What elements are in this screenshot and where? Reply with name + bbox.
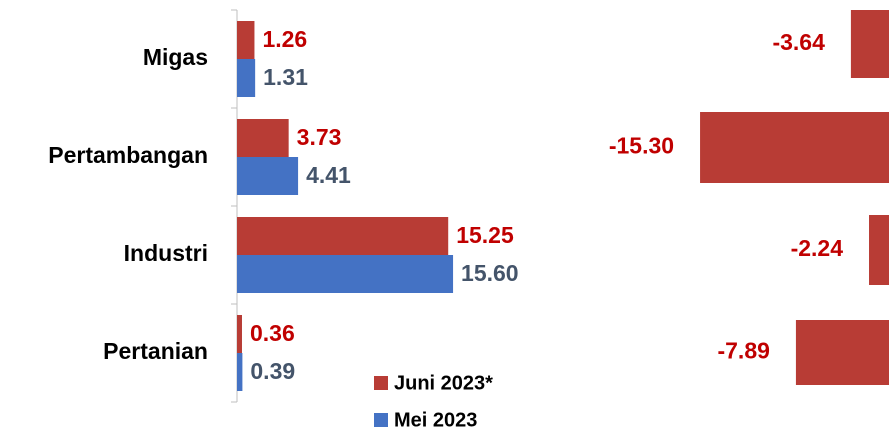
bar [237,315,242,353]
bar [237,217,449,255]
bar [237,119,289,157]
bar [795,320,889,385]
legend-swatch [374,413,388,427]
category-label: Pertanian [103,338,208,364]
data-label: 1.31 [263,64,308,90]
category-label: Migas [143,44,208,70]
data-label: -7.89 [717,338,769,364]
bar [700,112,889,183]
data-label: 1.26 [262,26,307,52]
bar [237,157,299,195]
legend-label: Juni 2023* [394,372,493,394]
data-label: 0.36 [250,320,295,346]
category-label: Industri [124,240,208,266]
category-label: Pertambangan [48,142,208,168]
data-label: 4.41 [306,162,351,188]
data-label: 0.39 [250,358,295,384]
bar [237,59,256,97]
data-label: -15.30 [609,133,674,159]
bar [237,21,255,59]
legend-label: Mei 2023 [394,409,477,431]
legend-swatch [374,376,388,390]
data-label: -2.24 [791,235,844,261]
bar [237,255,454,293]
data-label: 15.60 [461,260,519,286]
data-label: -3.64 [772,29,825,55]
bar [869,215,889,285]
data-label: 15.25 [456,222,514,248]
bar [237,353,243,391]
bar [850,10,889,78]
data-label: 3.73 [297,124,342,150]
